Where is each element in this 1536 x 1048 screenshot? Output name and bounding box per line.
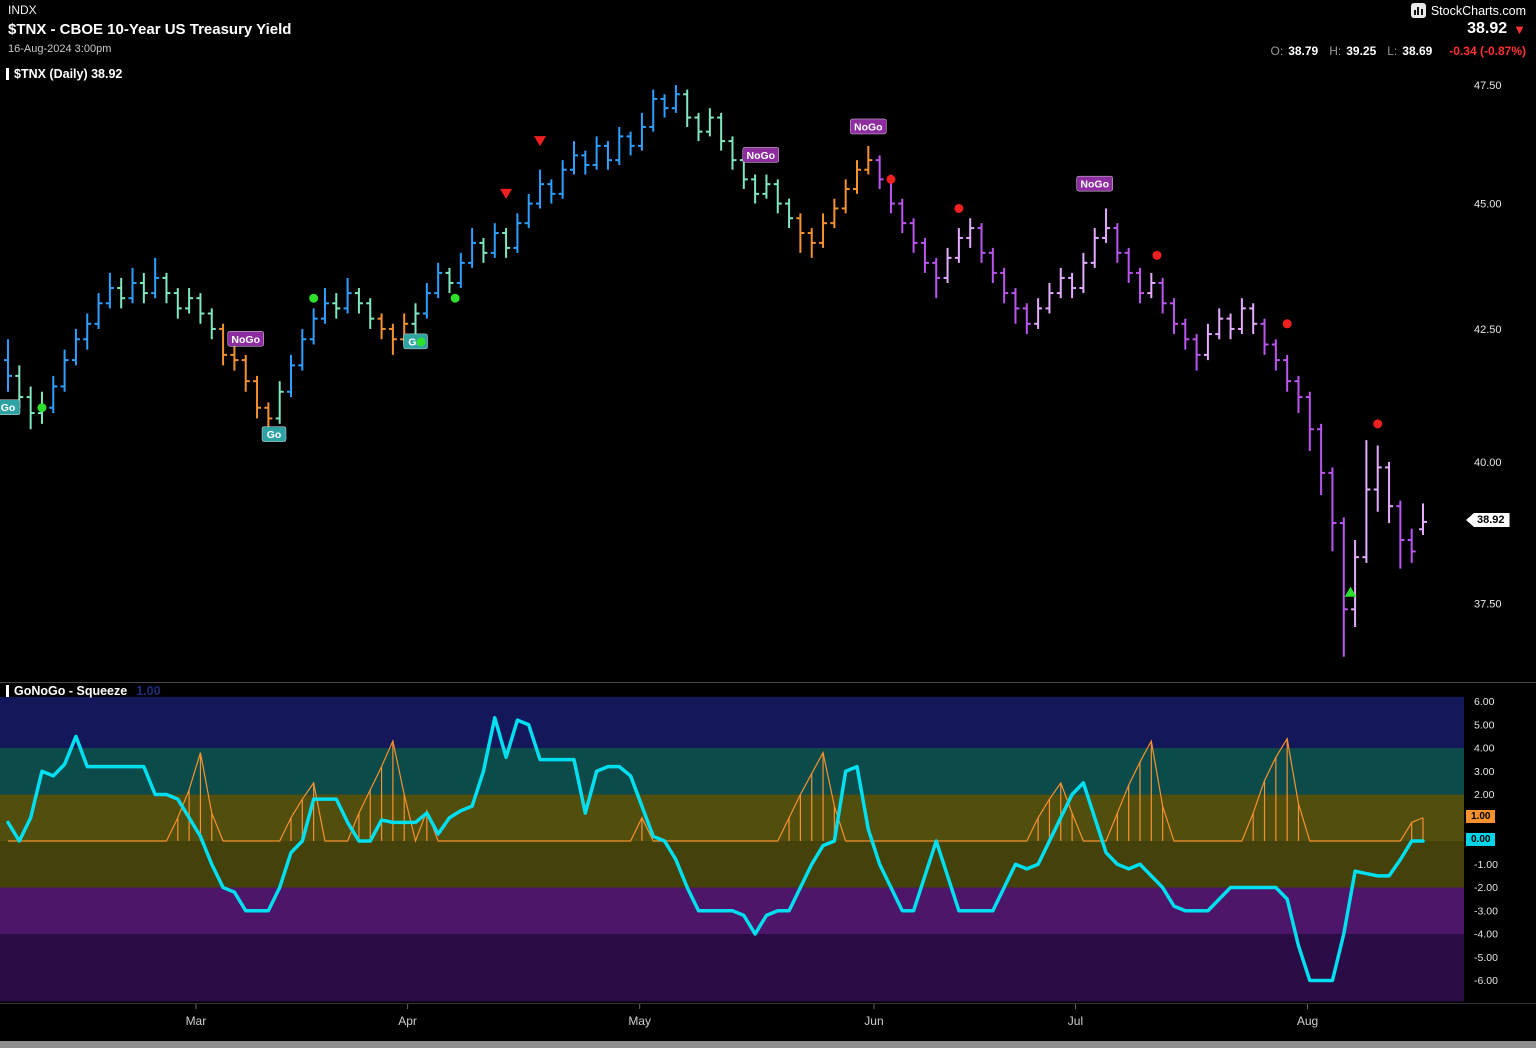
x-axis-month-labels: Mar Apr May Jun Jul Aug [186, 1004, 1318, 1028]
squeeze-oscillator-line [6, 716, 1425, 983]
high-value: 39.25 [1346, 44, 1377, 58]
panel-marker [6, 685, 9, 697]
svg-text:45.00: 45.00 [1474, 199, 1502, 211]
exchange-label: INDX [8, 3, 37, 17]
svg-text:Go: Go [267, 429, 282, 441]
nogo-label [227, 331, 264, 347]
red-dot [1373, 419, 1383, 429]
squeeze-value-badge: 1.00 [1466, 810, 1496, 823]
squeeze-panel-label: GoNoGo - Squeeze [14, 684, 128, 698]
green-dot [309, 293, 319, 303]
red-triangle-down-icon [534, 136, 547, 147]
bottom-scrollbar[interactable] [0, 1041, 1536, 1048]
svg-text:40.00: 40.00 [1474, 457, 1502, 469]
red-dot [886, 174, 896, 184]
svg-text:Jul: Jul [1068, 1014, 1083, 1028]
green-triangle-up-icon [1344, 586, 1357, 597]
svg-text:May: May [628, 1014, 651, 1028]
svg-text:NoGo: NoGo [854, 121, 883, 133]
squeeze-panel-value: 1.00 [136, 684, 161, 698]
timestamp: 16-Aug-2024 3:00pm [8, 43, 112, 55]
svg-text:-6.00: -6.00 [1474, 975, 1498, 987]
open-label: O: [1270, 44, 1284, 58]
svg-text:Go: Go [1, 402, 16, 414]
svg-text:Aug: Aug [1297, 1014, 1318, 1028]
nogo-label [742, 147, 780, 163]
svg-text:47.50: 47.50 [1474, 80, 1502, 92]
red-dot [1152, 250, 1162, 260]
price-bars [4, 85, 1427, 657]
low-value: 38.69 [1402, 44, 1433, 58]
green-dot [37, 403, 47, 413]
last-price-row: 38.92 ▼ [1467, 20, 1526, 38]
brand-name: StockCharts.com [1430, 3, 1526, 18]
svg-text:NoGo: NoGo [231, 334, 260, 346]
squeeze-bands [0, 696, 1464, 1002]
svg-text:Mar: Mar [186, 1014, 207, 1028]
down-arrow-icon: ▼ [1513, 21, 1526, 37]
svg-text:-1.00: -1.00 [1474, 859, 1498, 871]
page-title: $TNX - CBOE 10-Year US Treasury Yield [8, 21, 292, 38]
brand[interactable]: StockCharts.com [1410, 3, 1526, 18]
last-price: 38.92 [1467, 20, 1508, 37]
last-price-badge: 38.92 [1466, 513, 1510, 527]
right-axis-labels: 47.50 45.00 42.50 40.00 37.50 6.00 5.00 4.00 3.0… [1474, 80, 1502, 987]
change-value: -0.34 (-0.87%) [1449, 44, 1526, 58]
red-triangle-down-icon [500, 188, 513, 199]
svg-text:3.00: 3.00 [1474, 766, 1495, 778]
nogo-label [1076, 175, 1113, 192]
red-dot [1282, 319, 1292, 329]
squeeze-panel-label-row: GoNoGo - Squeeze 1.00 [6, 684, 161, 698]
nogo-label [850, 118, 887, 135]
svg-text:42.50: 42.50 [1474, 324, 1502, 336]
svg-text:37.50: 37.50 [1474, 598, 1502, 610]
high-label: H: [1329, 44, 1342, 58]
go-label [261, 426, 287, 442]
svg-text:-2.00: -2.00 [1474, 882, 1498, 894]
open-value: 38.79 [1288, 44, 1319, 58]
svg-text:NoGo: NoGo [746, 150, 775, 162]
svg-text:-4.00: -4.00 [1474, 929, 1498, 941]
main-panel-label: $TNX (Daily) 38.92 [14, 67, 123, 81]
svg-text:6.00: 6.00 [1474, 696, 1495, 708]
green-dot [450, 293, 460, 303]
svg-text:4.00: 4.00 [1474, 743, 1495, 755]
panel-marker [6, 68, 9, 80]
oscillator-value-badge: 0.00 [1466, 833, 1496, 846]
svg-text:Apr: Apr [398, 1014, 417, 1028]
main-panel-label-row: $TNX (Daily) 38.92 [6, 67, 122, 81]
svg-text:NoGo: NoGo [1080, 179, 1109, 191]
low-label: L: [1387, 44, 1398, 58]
red-dot [954, 203, 964, 213]
svg-text:-5.00: -5.00 [1474, 952, 1498, 964]
svg-text:-3.00: -3.00 [1474, 905, 1498, 917]
green-dot [416, 337, 426, 347]
stockcharts-logo-icon [1410, 3, 1426, 18]
ohlc-row: O: 38.79 H: 39.25 L: 38.69 -0.34 (-0.87%… [1271, 44, 1526, 58]
svg-text:5.00: 5.00 [1474, 719, 1495, 731]
svg-text:Jun: Jun [864, 1014, 883, 1028]
svg-text:2.00: 2.00 [1474, 789, 1495, 801]
go-label [0, 399, 21, 415]
